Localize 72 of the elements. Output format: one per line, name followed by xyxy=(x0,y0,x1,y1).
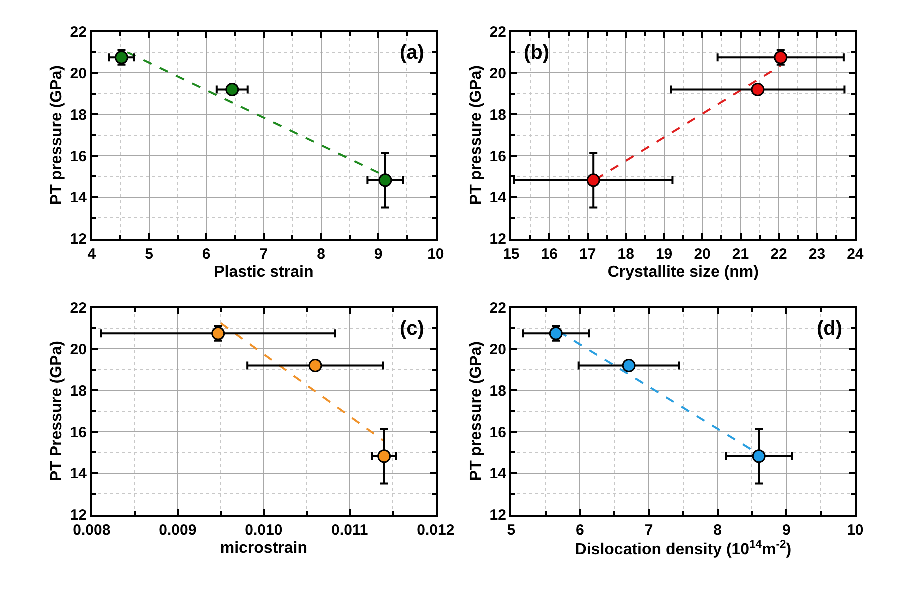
x-tick-label: 16 xyxy=(541,246,558,263)
y-tick-label: 12 xyxy=(490,507,506,524)
y-tick-label: 12 xyxy=(70,507,87,524)
x-tick-label: 7 xyxy=(260,246,268,263)
point xyxy=(622,359,636,373)
y-tick-label: 16 xyxy=(70,148,87,166)
y-axis-title: PT Pressure (GPa) xyxy=(48,341,66,482)
x-tick-label: 0.008 xyxy=(73,522,111,539)
y-axis-title: PT pressure (GPa) xyxy=(468,65,486,206)
x-tick-label: 6 xyxy=(576,522,584,539)
y-tick-label: 16 xyxy=(490,424,506,442)
y-tick-label: 16 xyxy=(490,148,506,166)
x-tick-label: 8 xyxy=(317,246,326,263)
x-tick-label: 0.011 xyxy=(332,522,368,539)
x-tick-label: 9 xyxy=(782,522,791,539)
x-axis-title: Crystallite size (nm) xyxy=(608,264,759,281)
y-tick-label: 20 xyxy=(490,341,506,358)
point xyxy=(751,83,765,97)
x-tick-label: 0.009 xyxy=(159,522,197,539)
y-tick-label: 14 xyxy=(70,466,88,483)
x-axis-title: microstrain xyxy=(220,540,308,557)
y-axis-title: PT pressure (GPa) xyxy=(468,341,486,482)
y-tick-label: 12 xyxy=(70,231,87,248)
x-tick-label: 9 xyxy=(374,246,383,263)
x-tick-label: 5 xyxy=(145,246,154,263)
y-tick-label: 18 xyxy=(490,382,506,400)
annotation: (c) xyxy=(400,318,424,340)
x-tick-label: 24 xyxy=(847,246,864,263)
point xyxy=(586,174,600,188)
point xyxy=(378,174,392,188)
y-axis-title: PT pressure (GPa) xyxy=(48,65,66,206)
annotation: (d) xyxy=(817,318,843,340)
x-tick-label: 0.012 xyxy=(417,522,455,539)
y-tick-label: 22 xyxy=(70,300,87,318)
y-tick-label: 20 xyxy=(490,65,506,82)
x-tick-label: 10 xyxy=(428,246,444,263)
y-tick-label: 20 xyxy=(70,341,87,358)
x-tick-label: 17 xyxy=(580,246,596,263)
x-tick-label: 23 xyxy=(808,246,826,263)
annotation: (b) xyxy=(524,42,550,64)
point xyxy=(308,359,322,373)
x-tick-label: 5 xyxy=(507,522,516,539)
x-tick-label: 19 xyxy=(656,246,673,263)
y-tick-label: 14 xyxy=(490,466,508,483)
x-tick-label: 8 xyxy=(714,522,722,539)
y-tick-label: 18 xyxy=(70,106,87,124)
y-tick-label: 22 xyxy=(490,24,506,42)
y-tick-label: 18 xyxy=(490,106,506,124)
x-tick-label: 22 xyxy=(770,246,788,263)
y-tick-label: 22 xyxy=(70,24,87,42)
x-tick-label: 4 xyxy=(88,246,97,263)
x-axis-title: Plastic strain xyxy=(214,264,314,281)
point xyxy=(752,450,766,464)
y-tick-label: 18 xyxy=(70,382,87,400)
point xyxy=(378,450,392,464)
x-tick-label: 20 xyxy=(694,246,711,263)
x-axis-title: Dislocation density (10$^{14}$m$^{-2}$) xyxy=(575,538,792,559)
annotation: (a) xyxy=(400,42,424,64)
y-tick-label: 20 xyxy=(70,65,87,82)
x-tick-label: 6 xyxy=(202,246,211,263)
x-tick-label: 7 xyxy=(644,522,654,539)
x-tick-label: 18 xyxy=(618,246,634,263)
x-tick-label: 21 xyxy=(732,246,750,263)
y-tick-label: 16 xyxy=(70,424,87,442)
x-tick-label: 15 xyxy=(503,246,520,263)
x-tick-label: 0.010 xyxy=(245,522,283,539)
y-tick-label: 14 xyxy=(70,190,88,207)
y-tick-label: 12 xyxy=(490,231,506,248)
y-tick-label: 22 xyxy=(490,300,506,318)
y-tick-label: 14 xyxy=(490,190,508,207)
point xyxy=(226,83,240,97)
x-tick-label: 10 xyxy=(847,522,864,539)
